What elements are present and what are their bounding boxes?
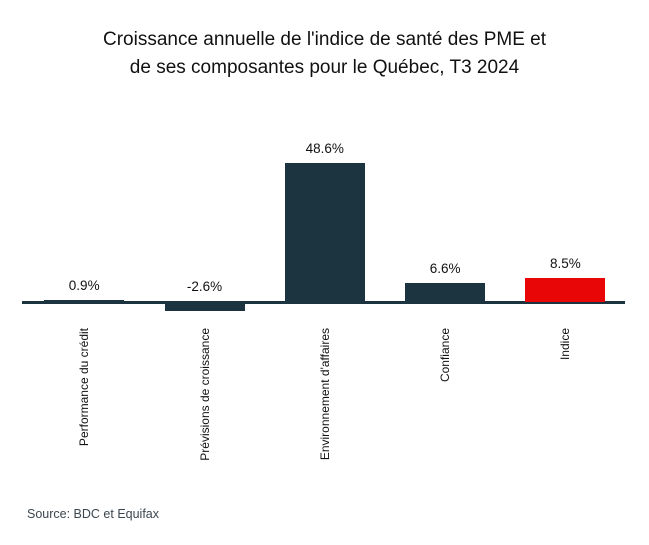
bar-3	[405, 283, 486, 303]
bar-value-label-1: -2.6%	[186, 279, 223, 294]
chart-title-line2: de ses composantes pour le Québec, T3 20…	[129, 57, 520, 78]
chart-title: Croissance annuelle de l'indice de santé…	[0, 26, 649, 82]
bar-value-label-3: 6.6%	[429, 261, 461, 277]
x-axis-label-0: Performance du crédit	[77, 328, 92, 447]
bar-value-label-2: 48.6%	[305, 140, 344, 156]
x-axis-label-2: Environnement d'affaires	[317, 328, 332, 461]
bar-4	[525, 278, 606, 303]
x-axis-label-1: Prévisions de croissance	[197, 328, 212, 461]
x-axis-label-4: Indice	[558, 328, 573, 361]
bar-2	[284, 162, 365, 303]
bar-0	[44, 299, 125, 303]
x-axis-line	[22, 301, 625, 304]
bar-1	[164, 304, 245, 312]
chart-title-line1: Croissance annuelle de l'indice de santé…	[102, 29, 546, 50]
source-note: Source: BDC et Equifax	[27, 507, 160, 521]
bar-value-label-0: 0.9%	[68, 277, 100, 293]
x-axis-label-3: Confiance	[438, 328, 453, 383]
bar-value-label-4: 8.5%	[550, 256, 581, 272]
